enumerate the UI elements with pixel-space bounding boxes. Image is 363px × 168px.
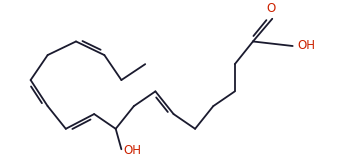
Text: O: O	[266, 2, 276, 15]
Text: OH: OH	[297, 39, 315, 52]
Text: OH: OH	[124, 144, 142, 157]
